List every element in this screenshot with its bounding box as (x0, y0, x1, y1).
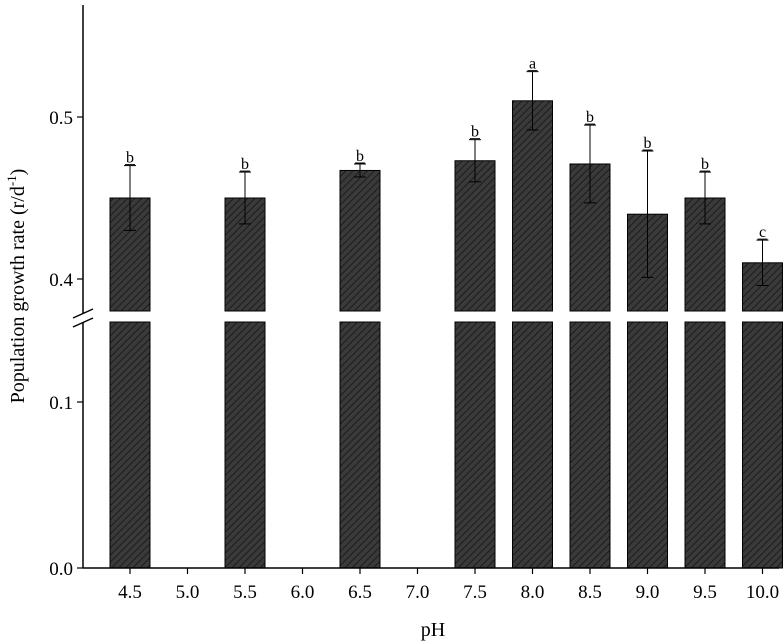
significance-labels-layer: b b b b a b b b c (125, 56, 768, 241)
significance-label: b (471, 124, 479, 141)
x-tick-label: 7.5 (463, 582, 487, 603)
bar-lower-segment (224, 321, 266, 569)
y-tick-label: 0.5 (49, 108, 73, 129)
x-tick-label: 6.0 (291, 582, 315, 603)
significance-label: b (644, 135, 652, 152)
bar-lower-segment (109, 321, 151, 569)
bar-lower-segment (512, 321, 553, 569)
axis-break-mark-top (72, 308, 94, 319)
significance-label: b (241, 156, 249, 173)
significance-label: b (126, 150, 134, 167)
bar-lower-segment (454, 321, 496, 569)
significance-label: b (356, 148, 364, 165)
significance-label: a (529, 56, 536, 73)
y-tick-label: 0.1 (49, 393, 73, 414)
x-tick-label: 8.0 (521, 582, 545, 603)
bar-upper-segment (512, 100, 553, 312)
bar-lower-segment (339, 321, 381, 569)
y-tick-label: 0.4 (49, 270, 73, 291)
axes (72, 5, 779, 569)
bar-upper-segment (339, 169, 381, 312)
y-ticks-layer: 0.0 0.1 0.4 0.5 (49, 108, 83, 580)
x-tick-label: 4.5 (118, 582, 142, 603)
axis-break-mark-bottom (72, 317, 94, 328)
y-axis-title-close: ) (7, 169, 29, 176)
bar-lower-segment (569, 321, 611, 569)
x-tick-label: 7.0 (406, 582, 430, 603)
x-tick-label: 5.5 (233, 582, 257, 603)
x-tick-label: 9.0 (636, 582, 660, 603)
bars-layer (109, 100, 783, 569)
y-axis-title: Population growth rate (r/d-1) (4, 169, 29, 404)
significance-label: c (759, 224, 766, 241)
bar-lower-segment (742, 321, 783, 569)
y-axis-title-main: Population growth rate (r/d (7, 186, 29, 403)
y-axis-title-superscript: -1 (4, 175, 19, 186)
bar-lower-segment (627, 321, 668, 569)
bar-upper-segment (454, 160, 496, 312)
significance-label: b (701, 156, 709, 173)
significance-label: b (586, 109, 594, 126)
x-axis-title: pH (421, 619, 445, 641)
bar-lower-segment (684, 321, 726, 569)
x-ticks-layer: 4.5 5.0 5.5 6.0 6.5 7.0 7.5 8.0 8.5 9.0 9.5 10.0 (118, 568, 779, 603)
error-bars-layer (124, 71, 769, 286)
x-tick-label: 10.0 (746, 582, 779, 603)
y-tick-label: 0.0 (49, 559, 73, 580)
x-tick-label: 6.5 (348, 582, 372, 603)
bar-upper-segment (684, 197, 726, 312)
x-tick-label: 9.5 (693, 582, 717, 603)
x-tick-label: 5.0 (176, 582, 200, 603)
x-tick-label: 8.5 (578, 582, 602, 603)
